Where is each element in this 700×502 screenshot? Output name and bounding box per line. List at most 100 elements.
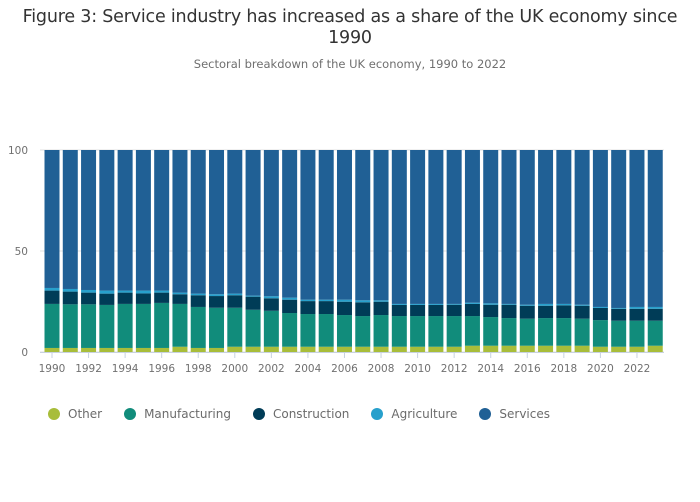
bar-manufacturing-1994[interactable]	[117, 303, 133, 348]
bar-manufacturing-2022[interactable]	[629, 320, 645, 347]
bar-agriculture-2016[interactable]	[519, 304, 535, 306]
bar-manufacturing-1993[interactable]	[99, 304, 115, 348]
bar-services-2000[interactable]	[227, 150, 243, 294]
bar-construction-2015[interactable]	[501, 304, 517, 319]
bar-construction-1997[interactable]	[172, 294, 188, 304]
bar-manufacturing-2011[interactable]	[428, 316, 444, 347]
bar-manufacturing-1992[interactable]	[81, 304, 97, 348]
bar-construction-2023[interactable]	[647, 308, 663, 321]
bar-services-2007[interactable]	[355, 150, 371, 301]
bar-services-1999[interactable]	[209, 150, 225, 295]
bar-services-2008[interactable]	[373, 150, 389, 301]
bar-manufacturing-2010[interactable]	[410, 316, 426, 347]
bar-agriculture-1994[interactable]	[117, 290, 133, 293]
bar-manufacturing-2021[interactable]	[611, 320, 627, 347]
bar-agriculture-2014[interactable]	[483, 303, 499, 305]
bar-services-2022[interactable]	[629, 150, 645, 307]
bar-construction-2011[interactable]	[428, 304, 444, 317]
bar-other-2004[interactable]	[300, 346, 316, 352]
bar-services-2012[interactable]	[446, 150, 462, 304]
bar-construction-2014[interactable]	[483, 304, 499, 318]
bar-other-2021[interactable]	[611, 346, 627, 352]
bar-services-2014[interactable]	[483, 150, 499, 304]
bar-agriculture-2002[interactable]	[263, 296, 279, 299]
bar-manufacturing-2013[interactable]	[464, 316, 480, 346]
bar-services-2019[interactable]	[574, 150, 590, 305]
bar-manufacturing-2006[interactable]	[336, 315, 352, 347]
bar-agriculture-2018[interactable]	[556, 303, 572, 306]
bar-other-1990[interactable]	[44, 347, 60, 352]
bar-other-1991[interactable]	[62, 347, 78, 352]
bar-manufacturing-2019[interactable]	[574, 318, 590, 346]
bar-agriculture-2013[interactable]	[464, 302, 480, 304]
bar-services-1992[interactable]	[81, 150, 97, 290]
bar-agriculture-1993[interactable]	[99, 290, 115, 294]
bar-agriculture-1997[interactable]	[172, 292, 188, 295]
bar-agriculture-2000[interactable]	[227, 293, 243, 296]
bar-agriculture-2017[interactable]	[538, 303, 554, 306]
bar-agriculture-2012[interactable]	[446, 303, 462, 305]
bar-construction-1995[interactable]	[135, 293, 151, 304]
bar-construction-2013[interactable]	[464, 303, 480, 317]
bar-construction-1999[interactable]	[209, 296, 225, 308]
bar-other-2019[interactable]	[574, 345, 590, 352]
bar-construction-2021[interactable]	[611, 308, 627, 321]
bar-construction-2016[interactable]	[519, 305, 535, 319]
bar-construction-2000[interactable]	[227, 295, 243, 308]
bar-other-1997[interactable]	[172, 346, 188, 352]
bar-manufacturing-1999[interactable]	[209, 307, 225, 348]
bar-services-2017[interactable]	[538, 150, 554, 304]
bar-agriculture-2011[interactable]	[428, 303, 444, 305]
bar-construction-2003[interactable]	[282, 299, 298, 314]
bar-construction-2004[interactable]	[300, 301, 316, 315]
bar-other-2000[interactable]	[227, 346, 243, 352]
bar-manufacturing-1998[interactable]	[190, 306, 206, 348]
bar-manufacturing-2016[interactable]	[519, 318, 535, 346]
bar-other-2009[interactable]	[391, 346, 407, 352]
bar-construction-1993[interactable]	[99, 293, 115, 305]
bar-services-2003[interactable]	[282, 150, 298, 298]
bar-construction-2007[interactable]	[355, 302, 371, 317]
bar-other-2003[interactable]	[282, 346, 298, 352]
bar-construction-2022[interactable]	[629, 308, 645, 321]
bar-construction-2009[interactable]	[391, 304, 407, 317]
bar-services-1998[interactable]	[190, 150, 206, 294]
bar-services-2011[interactable]	[428, 150, 444, 304]
legend-item-construction[interactable]: Construction	[252, 407, 349, 421]
bar-manufacturing-2005[interactable]	[318, 314, 334, 347]
bar-agriculture-2008[interactable]	[373, 300, 389, 302]
bar-agriculture-2003[interactable]	[282, 297, 298, 300]
bar-agriculture-1992[interactable]	[81, 289, 97, 293]
bar-construction-2002[interactable]	[263, 298, 279, 311]
bar-other-2017[interactable]	[538, 345, 554, 352]
bar-construction-2006[interactable]	[336, 301, 352, 316]
bar-agriculture-1995[interactable]	[135, 290, 151, 294]
bar-manufacturing-2017[interactable]	[538, 318, 554, 346]
bar-agriculture-1996[interactable]	[154, 290, 170, 293]
bar-other-2008[interactable]	[373, 346, 389, 352]
bar-construction-2012[interactable]	[446, 304, 462, 317]
bar-services-2002[interactable]	[263, 150, 279, 297]
bar-agriculture-2019[interactable]	[574, 304, 590, 306]
bar-agriculture-2023[interactable]	[647, 306, 663, 309]
bar-other-2018[interactable]	[556, 345, 572, 352]
bar-other-2006[interactable]	[336, 346, 352, 352]
bar-agriculture-2001[interactable]	[245, 295, 261, 297]
bar-agriculture-2021[interactable]	[611, 307, 627, 309]
bar-services-1990[interactable]	[44, 150, 60, 288]
bar-other-2012[interactable]	[446, 346, 462, 352]
bar-manufacturing-2002[interactable]	[263, 310, 279, 347]
bar-construction-2020[interactable]	[592, 307, 608, 321]
bar-manufacturing-2015[interactable]	[501, 318, 517, 346]
bar-other-2016[interactable]	[519, 345, 535, 352]
bar-services-2023[interactable]	[647, 150, 663, 307]
bar-construction-1998[interactable]	[190, 295, 206, 307]
bar-construction-2019[interactable]	[574, 305, 590, 319]
bar-agriculture-1999[interactable]	[209, 294, 225, 297]
bar-other-2002[interactable]	[263, 346, 279, 352]
legend-item-services[interactable]: Services	[479, 407, 550, 421]
bar-construction-2001[interactable]	[245, 296, 261, 310]
bar-manufacturing-2001[interactable]	[245, 309, 261, 347]
bar-construction-2018[interactable]	[556, 305, 572, 319]
bar-construction-1994[interactable]	[117, 292, 133, 304]
